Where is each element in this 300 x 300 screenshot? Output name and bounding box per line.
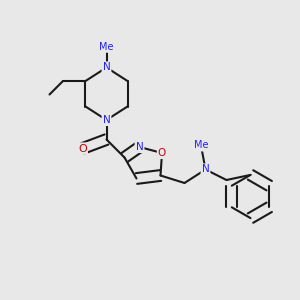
- Text: Me: Me: [99, 41, 114, 52]
- Text: O: O: [78, 143, 87, 154]
- Text: N: N: [103, 62, 110, 73]
- Text: Me: Me: [99, 41, 114, 52]
- Text: O: O: [158, 148, 166, 158]
- Text: N: N: [103, 115, 110, 125]
- Text: N: N: [202, 164, 209, 175]
- Text: Me: Me: [194, 140, 208, 151]
- Text: N: N: [136, 142, 143, 152]
